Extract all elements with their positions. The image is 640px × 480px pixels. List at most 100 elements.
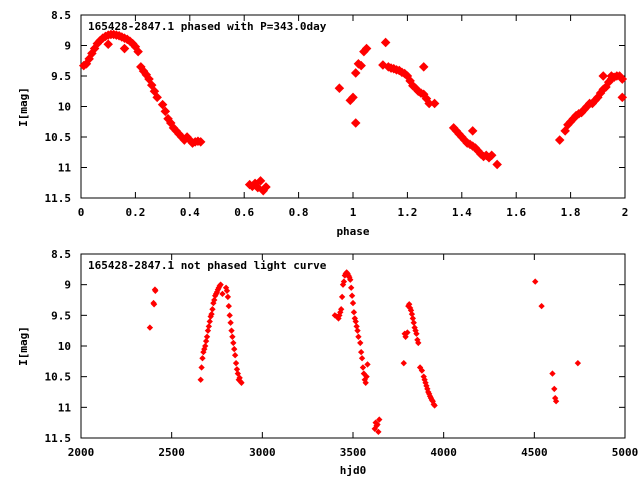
unphased-x-tick-label: 4000 bbox=[430, 446, 457, 459]
phased-x-axis-label: phase bbox=[336, 225, 369, 238]
unphased-data-point bbox=[404, 329, 411, 336]
unphased-data-point bbox=[413, 330, 420, 337]
unphased-data-point bbox=[400, 360, 407, 367]
phased-data-point bbox=[157, 99, 168, 110]
phased-data-point bbox=[617, 74, 628, 84]
unphased-data-point bbox=[551, 385, 558, 393]
unphased-data-point bbox=[231, 345, 238, 353]
unphased-data-point bbox=[552, 398, 560, 405]
phased-data-point bbox=[598, 71, 609, 81]
phased-chart-title: 165428-2847.1 phased with P=343.0day bbox=[88, 20, 327, 33]
unphased-data-point bbox=[199, 355, 206, 362]
unphased-data-point bbox=[229, 333, 236, 340]
unphased-data-point bbox=[359, 364, 367, 371]
unphased-data-point bbox=[348, 284, 355, 291]
phased-x-tick-label: 0 bbox=[78, 206, 85, 219]
phased-y-axis-label: I[mag] bbox=[17, 87, 30, 127]
unphased-x-axis-label: hjd0 bbox=[340, 464, 367, 477]
unphased-data-point bbox=[230, 339, 237, 347]
unphased-data-point bbox=[358, 355, 366, 362]
unphased-data-point bbox=[228, 327, 235, 334]
unphased-data-point bbox=[357, 339, 364, 347]
unphased-x-tick-label: 3500 bbox=[340, 446, 367, 459]
unphased-data-point bbox=[223, 287, 231, 294]
phased-data-point bbox=[255, 176, 266, 186]
phased-y-tick-label: 8.5 bbox=[51, 9, 71, 22]
unphased-data-point bbox=[152, 287, 159, 294]
phased-y-tick-label: 10 bbox=[58, 101, 71, 114]
unphased-data-point bbox=[208, 310, 215, 318]
phased-data-point bbox=[606, 71, 617, 81]
unphased-data-point bbox=[231, 352, 239, 359]
unphased-data-point bbox=[354, 327, 361, 334]
unphased-data-point bbox=[349, 299, 357, 307]
unphased-data-point bbox=[353, 323, 360, 330]
phased-data-point bbox=[103, 39, 113, 50]
phased-data-point bbox=[261, 182, 271, 192]
phased-data-point bbox=[119, 43, 130, 54]
unphased-x-tick-label: 3000 bbox=[249, 446, 276, 459]
unphased-y-tick-label: 10 bbox=[58, 340, 71, 353]
unphased-data-point bbox=[202, 342, 209, 350]
unphased-data-point bbox=[203, 333, 211, 340]
phased-x-tick-label: 1.8 bbox=[561, 206, 581, 219]
unphased-data-point bbox=[363, 373, 370, 380]
unphased-data-point bbox=[374, 421, 381, 428]
unphased-data-point bbox=[232, 360, 240, 367]
unphased-data-point bbox=[225, 302, 232, 310]
phased-data-point bbox=[554, 135, 565, 145]
phased-data-point bbox=[467, 126, 478, 136]
unphased-data-point bbox=[209, 306, 216, 313]
phased-x-tick-label: 0.8 bbox=[289, 206, 309, 219]
phased-y-tick-label: 11.5 bbox=[45, 192, 72, 205]
phased-x-tick-label: 1.6 bbox=[506, 206, 526, 219]
unphased-data-point bbox=[355, 333, 362, 340]
unphased-y-tick-label: 10.5 bbox=[45, 371, 72, 384]
unphased-data-point bbox=[352, 318, 359, 325]
unphased-data-point bbox=[217, 281, 224, 288]
unphased-data-point bbox=[418, 367, 426, 374]
unphased-data-point bbox=[197, 376, 204, 383]
phased-data-point bbox=[356, 60, 366, 71]
phased-x-tick-label: 0.6 bbox=[234, 206, 254, 219]
unphased-x-tick-label: 2000 bbox=[68, 446, 95, 459]
unphased-data-point bbox=[146, 324, 154, 331]
unphased-data-point bbox=[360, 370, 368, 377]
unphased-data-point bbox=[202, 337, 210, 345]
unphased-data-point bbox=[348, 292, 356, 299]
phased-data-point bbox=[133, 46, 143, 57]
phased-data-point bbox=[418, 62, 429, 72]
unphased-data-point bbox=[206, 318, 213, 325]
phased-x-tick-label: 1.2 bbox=[397, 206, 417, 219]
unphased-data-point bbox=[375, 428, 382, 436]
unphased-data-point bbox=[338, 306, 345, 313]
phased-y-tick-label: 10.5 bbox=[45, 131, 72, 144]
phased-data-point bbox=[350, 68, 361, 78]
unphased-data-point bbox=[538, 302, 545, 310]
phased-data-point bbox=[361, 43, 372, 54]
unphased-data-point bbox=[409, 315, 417, 322]
phased-data-point bbox=[334, 83, 345, 93]
unphased-chart: hjd0 I[mag] 2000 2500 3000 3500 4000 4500 5000… bbox=[17, 248, 638, 477]
unphased-data-point bbox=[415, 339, 422, 347]
unphased-y-tick-label: 9 bbox=[64, 279, 71, 292]
phased-data-point bbox=[486, 150, 497, 161]
unphased-data-point bbox=[150, 301, 158, 308]
phased-data-point bbox=[560, 126, 570, 136]
phased-data-point bbox=[617, 92, 628, 103]
phased-data-point bbox=[195, 137, 206, 147]
phased-x-tick-label: 2 bbox=[622, 206, 629, 219]
unphased-data-point bbox=[549, 370, 556, 377]
unphased-data-point bbox=[362, 379, 369, 386]
unphased-data-point bbox=[376, 416, 383, 423]
unphased-data-point bbox=[234, 370, 242, 377]
unphased-data-point bbox=[402, 333, 409, 340]
phased-data-point bbox=[350, 118, 361, 128]
unphased-data-point bbox=[198, 364, 205, 371]
unphased-y-tick-label: 11 bbox=[58, 401, 72, 414]
unphased-x-tick-label: 2500 bbox=[158, 446, 185, 459]
phased-y-tick-label: 9.5 bbox=[51, 70, 71, 83]
unphased-data-point bbox=[224, 293, 232, 301]
unphased-data-point bbox=[204, 327, 212, 334]
